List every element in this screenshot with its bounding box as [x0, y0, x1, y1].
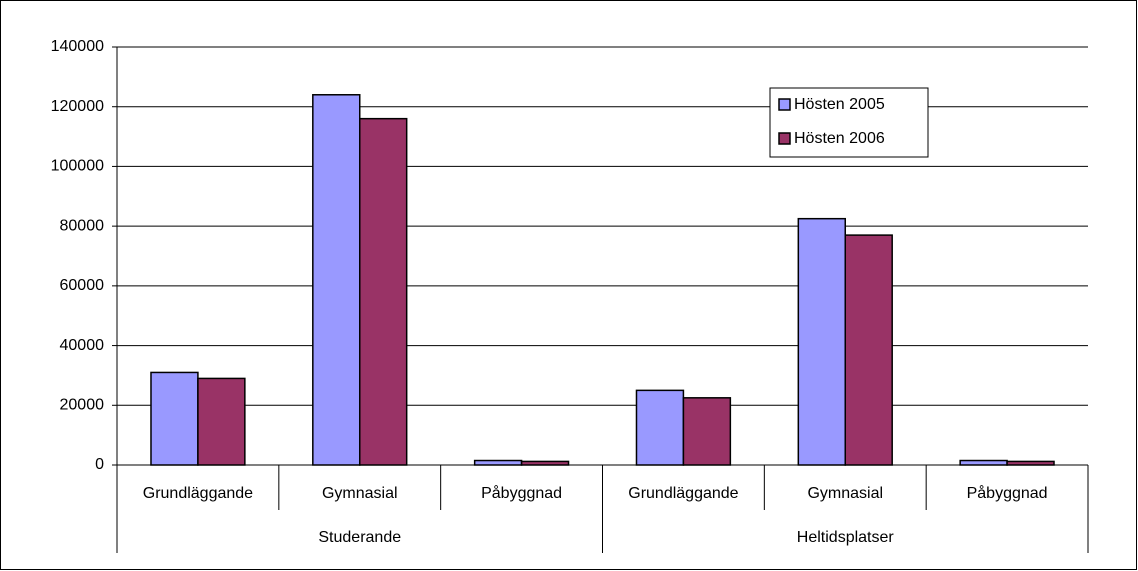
bar — [797, 217, 847, 466]
y-tick-label: 140000 — [51, 38, 104, 55]
bar — [197, 377, 246, 466]
x-tick-label: Grundläggande — [143, 485, 253, 502]
y-tick-label: 40000 — [60, 337, 105, 354]
legend-box — [769, 87, 929, 158]
y-tick-label: 100000 — [51, 158, 104, 175]
bar — [635, 389, 685, 466]
bar — [682, 397, 732, 466]
legend-swatch — [778, 98, 791, 111]
group-label: Heltidsplatser — [797, 529, 895, 546]
y-tick-label: 60000 — [60, 277, 105, 294]
bar — [359, 117, 408, 466]
x-tick-label: Påbyggnad — [481, 484, 562, 502]
legend-swatch — [778, 132, 791, 145]
y-tick-label: 0 — [95, 456, 104, 473]
bar — [473, 459, 523, 466]
bar — [959, 459, 1008, 466]
x-tick-label: Grundläggande — [628, 485, 738, 502]
y-tick-label: 120000 — [51, 98, 104, 115]
bar — [520, 460, 570, 466]
y-tick-label: 20000 — [60, 397, 105, 414]
bar — [1006, 460, 1055, 466]
legend-label: Hösten 2005 — [794, 96, 885, 113]
bar — [150, 371, 199, 466]
group-label: Studerande — [318, 529, 401, 546]
bar — [312, 94, 361, 466]
legend-label: Hösten 2006 — [794, 130, 885, 147]
x-tick-label: Påbyggnad — [967, 484, 1048, 502]
bar — [844, 234, 893, 466]
x-tick-label: Gymnasial — [322, 485, 398, 502]
x-tick-label: Gymnasial — [807, 485, 883, 502]
y-tick-label: 80000 — [60, 217, 105, 234]
